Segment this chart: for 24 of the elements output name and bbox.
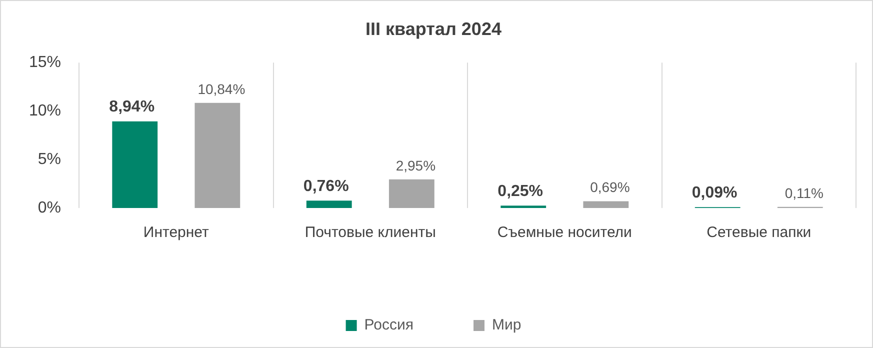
legend-label: Мир [492, 316, 522, 334]
data-label: 0,69% [590, 179, 630, 196]
x-tick-label: Интернет [143, 224, 209, 242]
data-label: 0,11% [784, 184, 824, 201]
x-tick-label: Почтовые клиенты [304, 224, 436, 242]
x-tick-label: Съемные носители [497, 224, 632, 242]
y-tick-label: 5% [38, 150, 62, 168]
data-label: 2,95% [396, 157, 436, 174]
y-tick-label: 0% [38, 199, 62, 216]
x-tick-label: Сетевые папки [706, 224, 812, 242]
y-tick-label: 15% [28, 54, 62, 72]
legend-label: Россия [364, 316, 414, 334]
chart-title: III квартал 2024 [366, 18, 502, 39]
bar [306, 200, 352, 208]
data-label: 10,84% [198, 80, 246, 97]
bar [388, 179, 434, 208]
data-label: 8,94% [109, 98, 155, 116]
bar [583, 201, 629, 208]
y-tick-label: 10% [28, 102, 62, 120]
bar [194, 102, 240, 208]
bar [112, 121, 158, 208]
data-label: 0,09% [692, 184, 738, 202]
data-label: 0,76% [303, 178, 349, 196]
data-label: 0,25% [498, 182, 544, 200]
